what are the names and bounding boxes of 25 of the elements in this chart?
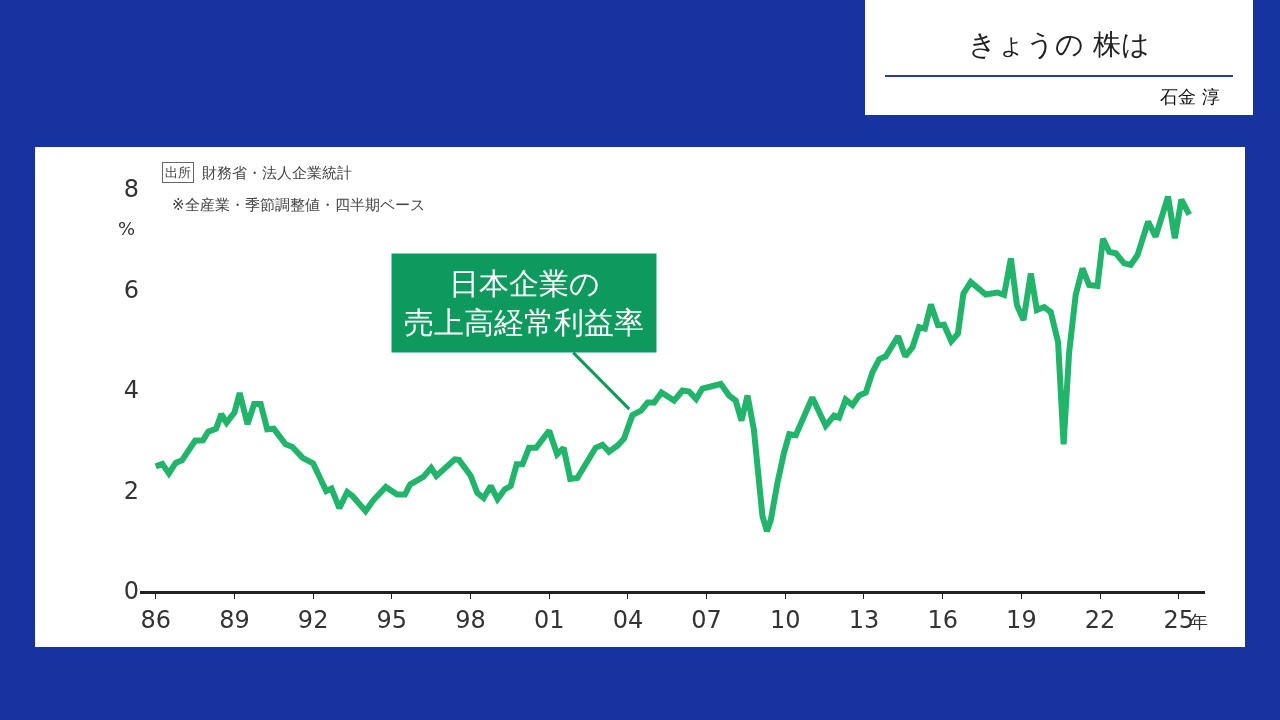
- y-tick-label: 0: [123, 577, 139, 606]
- x-tick-label: 10: [770, 605, 801, 634]
- x-tick-label: 92: [297, 605, 329, 634]
- text: 石金 淳: [1160, 86, 1220, 107]
- x-tick-label: 19: [1006, 605, 1037, 634]
- x-tick-label: 98: [455, 605, 486, 634]
- y-tick-label: 2: [123, 476, 139, 505]
- x-tick-label: 95: [376, 605, 408, 634]
- x-tick-label: 13: [848, 605, 880, 634]
- text: 出所: [165, 165, 191, 180]
- annotation: ※全産業・季節調整値・四半期ベース: [172, 196, 425, 214]
- text: 財務省・法人企業統計: [202, 164, 352, 182]
- y-axis-title: %: [118, 218, 136, 239]
- x-tick-label: 89: [219, 605, 250, 634]
- x-tick-label: 01: [533, 605, 565, 634]
- y-tick-label: 4: [123, 376, 139, 405]
- chart-subtitle: きょうの 株は: [968, 28, 1150, 61]
- y-tick-label: 8: [123, 175, 139, 204]
- annotation: 日本企業の売上高経常利益率: [404, 266, 644, 340]
- x-tick-label: 22: [1084, 605, 1116, 634]
- x-tick-label: 04: [612, 605, 644, 634]
- y-tick-label: 6: [123, 275, 139, 304]
- x-tick-label: 16: [927, 605, 958, 634]
- x-tick-label: 86: [140, 605, 172, 634]
- x-tick-label: 07: [691, 605, 722, 634]
